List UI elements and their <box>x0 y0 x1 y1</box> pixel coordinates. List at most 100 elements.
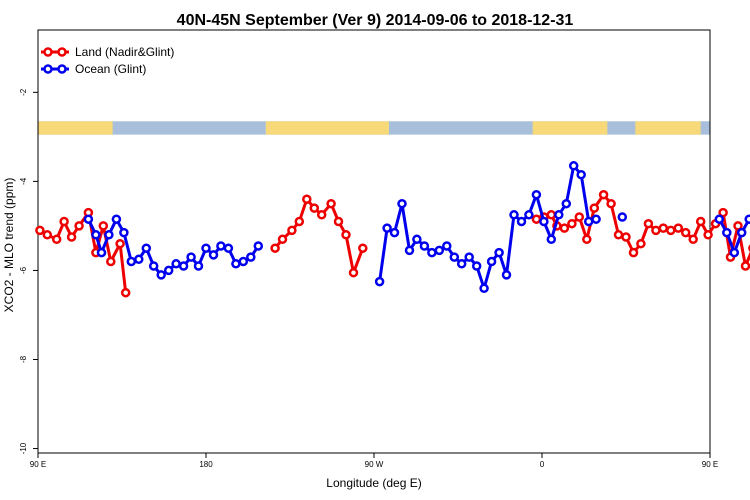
series-0-point-1-6 <box>316 210 327 220</box>
series-0-point-2-25 <box>718 207 728 218</box>
series-1-point-3-3 <box>736 227 747 238</box>
series-0-point-2-5 <box>567 218 577 229</box>
series-0-point-2-2 <box>546 210 557 220</box>
map-strip-land-3 <box>635 121 701 135</box>
series-0-point-2-14 <box>636 238 646 249</box>
series-0-point-0-11 <box>120 287 131 298</box>
series-0-point-1-7 <box>326 198 336 209</box>
series-1-point-1-28 <box>583 216 594 227</box>
series-0-point-0-10 <box>115 238 125 249</box>
x-axis-label: Longitude (deg E) <box>326 476 421 490</box>
series-1-point-1-1 <box>382 223 392 233</box>
series-1-point-1-0 <box>374 276 385 287</box>
series-1-point-1-23 <box>546 234 557 245</box>
series-0-point-2-9 <box>598 189 609 200</box>
series-0-point-2-12 <box>621 232 631 242</box>
series-1-point-0-9 <box>148 261 159 271</box>
series-1-point-0-3 <box>104 230 114 240</box>
series-1-point-1-26 <box>568 161 579 171</box>
series-1-point-1-4 <box>404 245 415 256</box>
series-0-point-1-1 <box>277 234 288 245</box>
series-1-point-1-20 <box>524 210 534 220</box>
series-1-point-1-9 <box>442 241 452 251</box>
series-1-point-1-5 <box>412 234 422 245</box>
series-1-point-1-3 <box>397 198 407 209</box>
map-strip-land-1 <box>265 121 389 135</box>
legend-marker-0 <box>43 47 53 57</box>
series-1-point-0-8 <box>141 243 152 253</box>
series-0-point-2-22 <box>695 216 706 227</box>
y-tick-label-1: -4 <box>19 177 28 185</box>
series-1-point-0-17 <box>208 250 219 260</box>
series-1-point-1-17 <box>501 270 512 280</box>
series-0-point-1-2 <box>287 225 297 236</box>
series-0-point-0-1 <box>42 230 53 240</box>
series-1-point-0-10 <box>156 270 166 280</box>
legend-marker-1 <box>43 64 53 74</box>
legend: Land (Nadir&Glint) Ocean (Glint) <box>41 45 174 76</box>
y-tick-label-4: -10 <box>19 442 28 454</box>
series-0-point-0-0 <box>35 225 45 236</box>
series-1-point-1-25 <box>561 198 572 209</box>
series-0-point-2-7 <box>582 234 592 245</box>
x-axis: 90 E 180 90 W 0 90 E <box>30 453 718 469</box>
series-1-point-1-19 <box>516 216 527 227</box>
series-1-point-1-16 <box>494 247 504 258</box>
series-1-point-1-15 <box>486 256 497 267</box>
series-0-point-2-27 <box>733 221 743 231</box>
series-0-point-2-13 <box>628 247 639 258</box>
series-0-point-1-8 <box>333 216 344 227</box>
map-strip-land-0 <box>38 121 113 135</box>
map-strip-land-2 <box>532 121 608 135</box>
series-0-point-1-4 <box>302 194 312 204</box>
series-0-point-2-4 <box>559 223 570 233</box>
series-0-point-1-5 <box>309 203 320 213</box>
y-tick-label-0: -2 <box>19 88 28 96</box>
series-1-point-2-0 <box>617 212 628 222</box>
series-1-point-1-7 <box>427 247 437 258</box>
series-0-point-2-6 <box>574 212 585 222</box>
series-1-point-0-12 <box>171 259 181 269</box>
map-strip <box>38 121 710 135</box>
series-0-point-2-17 <box>658 223 669 233</box>
series-0-point-2-16 <box>651 225 661 236</box>
series-1-point-0-20 <box>231 259 241 269</box>
legend-label-0: Land (Nadir&Glint) <box>75 45 174 59</box>
legend-marker-end-1 <box>57 64 67 74</box>
series-0-point-2-8 <box>589 203 600 213</box>
series-1-point-1-11 <box>456 259 467 269</box>
series-1-point-0-6 <box>126 256 137 267</box>
series-0-point-0-3 <box>59 216 69 227</box>
series-0-point-1-10 <box>348 267 359 278</box>
series-1-point-0-15 <box>193 261 204 271</box>
series-1-point-3-1 <box>722 227 732 238</box>
series-1-point-1-12 <box>464 252 474 262</box>
series-1-point-0-4 <box>111 214 122 224</box>
series-1-point-0-18 <box>216 241 226 251</box>
series-0-point-2-21 <box>688 234 698 245</box>
series-0-point-1-11 <box>358 243 368 253</box>
series-0-point-0-5 <box>74 221 84 231</box>
series-1-point-0-13 <box>178 261 189 271</box>
series-1-point-0-21 <box>238 256 249 267</box>
series-1-point-3-0 <box>714 214 725 224</box>
series-0-point-2-18 <box>666 225 676 236</box>
x-tick-label-2: 90 W <box>365 460 384 469</box>
series-1-point-0-0 <box>83 214 94 224</box>
series-1 <box>83 161 750 294</box>
y-axis: -2 -4 -6 -8 -10 <box>19 88 38 454</box>
series-1-point-3-4 <box>744 214 750 224</box>
series-0-point-2-23 <box>703 230 713 240</box>
series-1-point-0-16 <box>201 243 211 253</box>
series-1-point-1-10 <box>449 252 460 262</box>
series-1-point-1-18 <box>509 210 519 220</box>
series-0-point-2-10 <box>606 198 616 209</box>
series-1-point-1-13 <box>471 261 482 271</box>
series-0-point-1-3 <box>294 216 305 227</box>
series-1-point-1-8 <box>434 245 445 256</box>
series-1-point-0-22 <box>246 252 256 262</box>
series-1-point-0-5 <box>119 227 129 238</box>
series-1-point-1-2 <box>389 227 400 238</box>
series-0 <box>35 189 750 298</box>
